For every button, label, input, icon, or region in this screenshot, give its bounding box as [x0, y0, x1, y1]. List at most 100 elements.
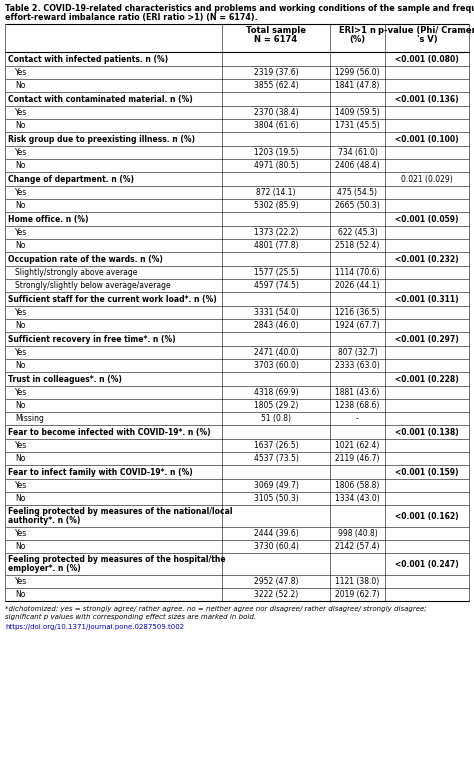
Bar [5, 465, 469, 479]
Text: <0.001 (0.059): <0.001 (0.059) [395, 214, 459, 223]
Text: No: No [15, 590, 26, 599]
Bar [5, 492, 469, 505]
Text: 2026 (44.1): 2026 (44.1) [335, 281, 380, 290]
Text: 1334 (43.0): 1334 (43.0) [335, 494, 380, 503]
Text: 2119 (46.7): 2119 (46.7) [335, 454, 380, 463]
Text: <0.001 (0.080): <0.001 (0.080) [395, 54, 459, 63]
Text: *dichotomized: yes = strongly agree/ rather agree. no = neither agree nor disagr: *dichotomized: yes = strongly agree/ rat… [5, 606, 427, 612]
Text: Sufficient recovery in free time*. n (%): Sufficient recovery in free time*. n (%) [8, 334, 176, 343]
Bar [5, 132, 469, 146]
Text: No: No [15, 542, 26, 551]
Text: Yes: Yes [15, 348, 27, 357]
Bar [5, 386, 469, 399]
Text: Change of department. n (%): Change of department. n (%) [8, 174, 134, 184]
Bar [5, 359, 469, 372]
Bar [5, 186, 469, 199]
Text: 4597 (74.5): 4597 (74.5) [254, 281, 299, 290]
Bar [5, 332, 469, 346]
Bar [5, 199, 469, 212]
Text: No: No [15, 494, 26, 503]
Text: Yes: Yes [15, 481, 27, 490]
Text: Sufficient staff for the current work load*. n (%): Sufficient staff for the current work lo… [8, 295, 217, 304]
Bar [5, 575, 469, 588]
Text: 3331 (54.0): 3331 (54.0) [254, 308, 298, 317]
Bar [5, 106, 469, 119]
Text: effort-reward imbalance ratio (ERI ratio >1) (N = 6174).: effort-reward imbalance ratio (ERI ratio… [5, 13, 258, 22]
Text: 807 (32.7): 807 (32.7) [337, 348, 377, 357]
Text: 4801 (77.8): 4801 (77.8) [254, 241, 298, 250]
Text: No: No [15, 241, 26, 250]
Text: 2370 (38.4): 2370 (38.4) [254, 108, 298, 117]
Text: Yes: Yes [15, 228, 27, 237]
Bar [5, 292, 469, 306]
Bar [5, 159, 469, 172]
Text: Yes: Yes [15, 188, 27, 197]
Text: 4971 (80.5): 4971 (80.5) [254, 161, 298, 170]
Text: Risk group due to preexisting illness. n (%): Risk group due to preexisting illness. n… [8, 135, 195, 144]
Text: 2333 (63.0): 2333 (63.0) [335, 361, 380, 370]
Text: 1021 (62.4): 1021 (62.4) [335, 441, 380, 450]
Text: 2406 (48.4): 2406 (48.4) [335, 161, 380, 170]
Bar [5, 425, 469, 439]
Text: Trust in colleagues*. n (%): Trust in colleagues*. n (%) [8, 375, 122, 383]
Bar [5, 52, 469, 66]
Bar [5, 479, 469, 492]
Text: Feeling protected by measures of the hospital/the: Feeling protected by measures of the hos… [8, 555, 226, 564]
Text: Strongly/slightly below average/average: Strongly/slightly below average/average [15, 281, 171, 290]
Text: No: No [15, 161, 26, 170]
Text: 2019 (62.7): 2019 (62.7) [335, 590, 380, 599]
Text: <0.001 (0.228): <0.001 (0.228) [395, 375, 459, 383]
Bar [5, 372, 469, 386]
Text: 2142 (57.4): 2142 (57.4) [335, 542, 380, 551]
Bar [5, 119, 469, 132]
Bar [5, 412, 469, 425]
Text: Yes: Yes [15, 68, 27, 77]
Bar [5, 399, 469, 412]
Text: 3855 (62.4): 3855 (62.4) [254, 81, 298, 90]
Text: No: No [15, 454, 26, 463]
Text: Missing: Missing [15, 414, 44, 423]
Bar [5, 79, 469, 92]
Bar [5, 588, 469, 601]
Text: 3222 (52.2): 3222 (52.2) [254, 590, 298, 599]
Text: 1121 (38.0): 1121 (38.0) [336, 577, 380, 586]
Text: Yes: Yes [15, 308, 27, 317]
Text: 1216 (36.5): 1216 (36.5) [335, 308, 380, 317]
Text: p-value (Phi/ Cramer: p-value (Phi/ Cramer [378, 26, 474, 35]
Text: 1806 (58.8): 1806 (58.8) [335, 481, 380, 490]
Text: Home office. n (%): Home office. n (%) [8, 214, 89, 223]
Text: employer*. n (%): employer*. n (%) [8, 564, 81, 573]
Bar [5, 92, 469, 106]
Text: 0.021 (0.029): 0.021 (0.029) [401, 174, 453, 184]
Text: Fear to become infected with COVID-19*. n (%): Fear to become infected with COVID-19*. … [8, 428, 210, 437]
Bar [5, 252, 469, 266]
Text: 3804 (61.6): 3804 (61.6) [254, 121, 298, 130]
Text: 3703 (60.0): 3703 (60.0) [254, 361, 299, 370]
Bar [5, 346, 469, 359]
Text: Fear to infect family with COVID-19*. n (%): Fear to infect family with COVID-19*. n … [8, 467, 193, 477]
Text: <0.001 (0.232): <0.001 (0.232) [395, 255, 459, 263]
Bar [5, 540, 469, 553]
Text: 1924 (67.7): 1924 (67.7) [335, 321, 380, 330]
Text: <0.001 (0.159): <0.001 (0.159) [395, 467, 459, 477]
Text: Total sample: Total sample [246, 26, 306, 35]
Text: 2665 (50.3): 2665 (50.3) [335, 201, 380, 210]
Bar [5, 439, 469, 452]
Text: 872 (14.1): 872 (14.1) [256, 188, 296, 197]
Text: 2843 (46.0): 2843 (46.0) [254, 321, 298, 330]
Text: Slightly/strongly above average: Slightly/strongly above average [15, 268, 137, 277]
Text: Yes: Yes [15, 441, 27, 450]
Text: 1409 (59.5): 1409 (59.5) [335, 108, 380, 117]
Text: 1114 (70.6): 1114 (70.6) [335, 268, 380, 277]
Text: No: No [15, 401, 26, 410]
Text: Yes: Yes [15, 148, 27, 157]
Bar [5, 319, 469, 332]
Text: 622 (45.3): 622 (45.3) [337, 228, 377, 237]
Bar [5, 306, 469, 319]
Text: 4318 (69.9): 4318 (69.9) [254, 388, 298, 397]
Text: -: - [356, 414, 359, 423]
Text: 3730 (60.4): 3730 (60.4) [254, 542, 299, 551]
Text: No: No [15, 201, 26, 210]
Text: https://doi.org/10.1371/journal.pone.0287509.t002: https://doi.org/10.1371/journal.pone.028… [5, 624, 184, 630]
Text: 4537 (73.5): 4537 (73.5) [254, 454, 299, 463]
